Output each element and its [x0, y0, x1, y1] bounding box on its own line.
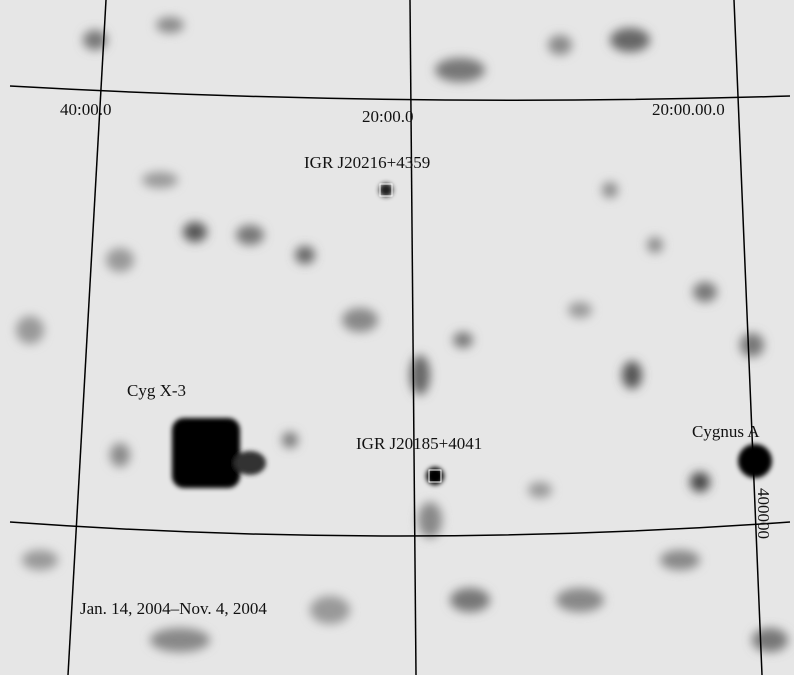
ra-label: 20:00.0: [362, 107, 413, 126]
sky-map: 40:00.0 20:00.0 20:00.00.0 IGR J20216+43…: [0, 0, 794, 675]
ra-label: 40:00.0: [60, 100, 111, 119]
source-label: Cygnus A: [692, 422, 760, 441]
date-range: Jan. 14, 2004–Nov. 4, 2004: [80, 599, 267, 618]
cyg-x3-blob: [172, 418, 240, 488]
ra-label: 20:00.00.0: [652, 100, 725, 119]
cyg-x3-wing: [234, 451, 266, 475]
source-label: IGR J20185+4041: [356, 434, 482, 453]
cygnus-a-blob: [738, 444, 772, 478]
source-label: IGR J20216+4359: [304, 153, 430, 172]
igr-j20216-blob: [379, 183, 393, 197]
dec-label: 400000: [754, 488, 773, 539]
source-label: Cyg X-3: [127, 381, 186, 400]
